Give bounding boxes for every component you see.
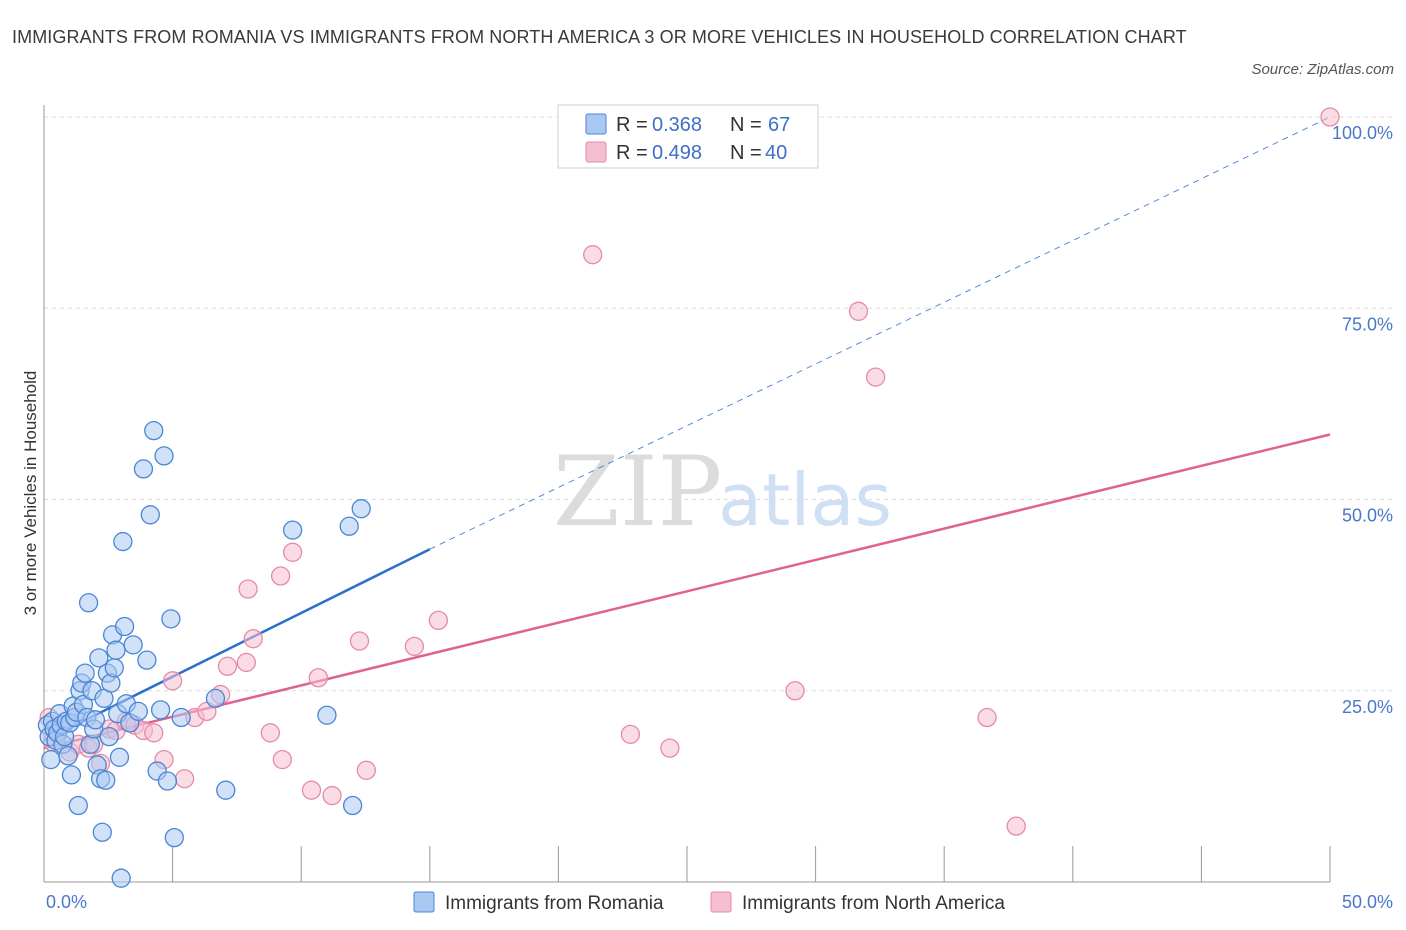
trend-north-america [43,433,1331,750]
trend-romania [43,548,431,742]
romania-point-36 [99,727,119,747]
north-america-point-32 [356,760,377,780]
legend-n-value-romania: 67 [768,114,790,136]
bottom-legend-label-romania: Immigrants from Romania [445,893,664,914]
bottom-legend-swatch-romania [413,891,435,913]
romania-point-51 [137,650,157,670]
y-tick-label-3: 100.0% [1332,123,1393,143]
romania-point-63 [282,520,303,540]
romania-point-55 [150,700,171,720]
legend-swatch-north-america [585,141,607,163]
x-axis-ticks [172,846,1331,882]
y-tick-label-2: 75.0% [1342,314,1393,334]
romania-point-65 [339,516,359,536]
legend-n-value-north-america: 40 [765,142,787,164]
romania-point-22 [75,663,95,683]
bottom-legend-label-north-america: Immigrants from North America [742,893,1005,914]
watermark-zip: ZIP [553,436,722,548]
romania-point-62 [216,780,236,800]
romania-point-66 [342,795,363,816]
romania-point-44 [113,531,133,552]
north-america-point-26 [272,749,292,770]
chart-title: IMMIGRANTS FROM ROMANIA VS IMMIGRANTS FR… [12,27,1187,47]
romania-point-30 [89,648,109,668]
north-america-point-38 [785,681,805,701]
legend-r-value-romania: 0.368 [652,114,702,136]
romania-point-57 [157,771,178,791]
legend-r-label-north-america: R = [616,142,648,164]
romania-point-52 [140,505,160,525]
romania-point-45 [114,616,135,637]
north-america-point-28 [301,780,322,800]
north-america-point-23 [243,629,263,649]
romania-point-48 [123,635,143,655]
north-america-point-16 [174,769,195,789]
romania-point-40 [106,640,126,660]
north-america-point-22 [238,579,258,599]
north-america-point-21 [236,652,256,673]
north-america-point-41 [977,707,997,728]
y-axis-label: 3 or more Vehicles in Household [21,371,40,616]
north-america-point-37 [660,738,680,758]
north-america-point-27 [282,542,303,562]
north-america-point-33 [404,636,425,657]
y-tick-labels: 25.0% 50.0% 75.0% 100.0% [1332,123,1393,717]
romania-point-32 [92,822,112,842]
north-america-point-13 [144,723,164,743]
bottom-legend: Immigrants from Romania Immigrants from … [413,891,1005,914]
north-america-point-24 [260,723,280,743]
romania-point-56 [154,446,174,466]
romania-point-39 [104,658,124,678]
legend-n-label-romania: N = [730,114,762,136]
romania-point-60 [171,707,191,728]
y-tick-label-1: 50.0% [1342,506,1393,526]
romania-point-58 [161,609,181,629]
grid [44,116,1393,692]
north-america-point-20 [217,656,238,676]
legend-n-label-north-america: N = [730,142,762,164]
romania-point-18 [68,795,88,816]
romania-point-61 [205,688,226,709]
romania-point-49 [128,701,148,722]
romania-point-43 [111,868,131,888]
north-america-point-25 [270,566,291,586]
north-america-point-43 [1320,107,1340,127]
series-romania-points [37,420,371,888]
romania-point-50 [133,459,154,479]
romania-point-34 [96,770,116,790]
x-tick-label-min: 0.0% [46,892,87,912]
romania-point-24 [78,593,99,613]
north-america-point-30 [322,785,342,806]
north-america-point-35 [583,245,603,265]
legend-swatch-romania [585,113,607,135]
legend-r-value-north-america: 0.498 [652,142,702,164]
north-america-point-36 [620,724,641,745]
romania-point-53 [144,420,164,441]
y-tick-label-0: 25.0% [1342,697,1393,717]
romania-point-28 [85,710,106,730]
legend: R = 0.368 N = 67 R = 0.498 N = 40 [557,104,819,169]
bottom-legend-swatch-north-america [710,891,732,913]
source-label: Source: ZipAtlas.com [1251,61,1394,78]
north-america-point-31 [349,631,370,651]
north-america-point-39 [848,301,869,321]
north-america-point-29 [308,668,328,688]
trend-romania-extension [429,116,1331,550]
watermark-atlas: atlas [718,458,892,542]
romania-point-2 [41,749,61,770]
romania-point-42 [109,747,130,767]
romania-point-64 [317,705,337,725]
north-america-point-34 [428,610,449,631]
romania-point-67 [351,499,371,519]
legend-r-label-romania: R = [616,114,648,136]
trend-lines [43,116,1331,750]
romania-point-59 [164,827,184,848]
romania-point-14 [61,765,82,785]
north-america-point-40 [865,367,886,387]
x-tick-label-max: 50.0% [1342,892,1393,912]
romania-point-12 [58,746,78,766]
north-america-point-42 [1006,816,1026,836]
north-america-point-15 [162,671,183,691]
